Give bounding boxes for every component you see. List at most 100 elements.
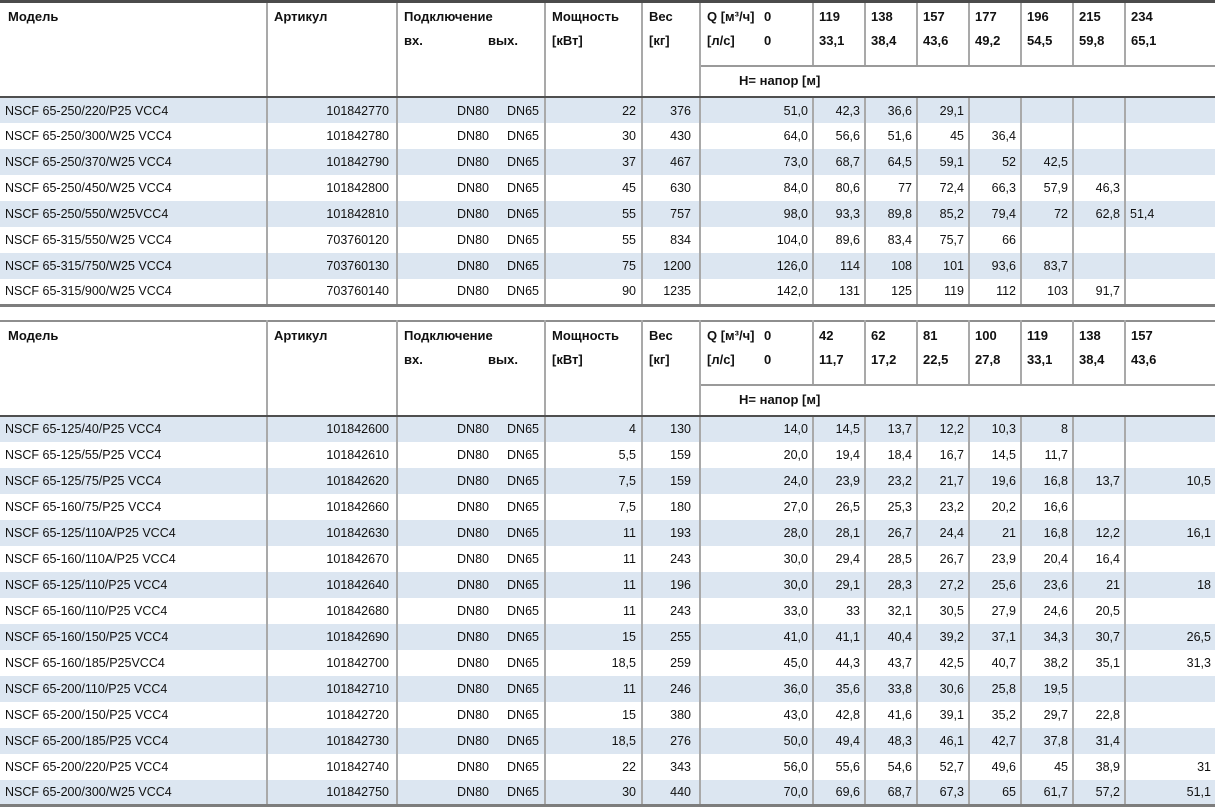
head-value-cell: 51,4 [1125,201,1215,227]
model-cell: NSCF 65-160/75/P25 VCC4 [0,494,267,520]
weight-cell: 630 [642,175,700,201]
head-value-cell: 29,1 [917,97,969,123]
model-cell: NSCF 65-200/300/W25 VCC4 [0,780,267,806]
outlet-value: DN65 [489,552,539,566]
head-value-cell: 27,0 [700,494,813,520]
head-value-cell: 43,7 [865,650,917,676]
head-value-cell: 64,0 [700,123,813,149]
head-value-cell [1125,546,1215,572]
model-cell: NSCF 65-200/150/P25 VCC4 [0,702,267,728]
model-cell: NSCF 65-125/110/P25 VCC4 [0,572,267,598]
head-value-cell: 45 [1021,754,1073,780]
head-value-cell: 57,2 [1073,780,1125,806]
head-value-cell: 93,3 [813,201,865,227]
head-value-cell: 20,0 [700,442,813,468]
inlet-value: DN80 [401,207,489,221]
head-value-cell: 49,6 [969,754,1021,780]
inlet-value: DN80 [401,422,489,436]
power-cell: 75 [545,253,642,279]
inlet-value: DN80 [401,129,489,143]
head-value-cell [1125,149,1215,175]
weight-cell: 467 [642,149,700,175]
outlet-value: DN65 [489,448,539,462]
model-label: Модель [8,327,266,345]
model-cell: NSCF 65-160/150/P25 VCC4 [0,624,267,650]
flow-ls-value: 43,6 [923,32,968,50]
head-value-cell: 55,6 [813,754,865,780]
model-cell: NSCF 65-160/110/P25 VCC4 [0,598,267,624]
head-value-cell: 29,4 [813,546,865,572]
head-value-cell: 49,4 [813,728,865,754]
inlet-label: вх. [404,351,488,369]
outlet-value: DN65 [489,422,539,436]
power-cell: 37 [545,149,642,175]
head-value-cell: 41,6 [865,702,917,728]
head-value-cell: 21 [969,520,1021,546]
head-value-cell [1125,702,1215,728]
flow-ls-value: 49,2 [975,32,1020,50]
head-value-cell: 126,0 [700,253,813,279]
article-cell: 101842640 [267,572,397,598]
power-cell: 7,5 [545,468,642,494]
head-value-cell: 36,0 [700,676,813,702]
inlet-value: DN80 [401,259,489,273]
head-value-cell: 10,5 [1125,468,1215,494]
flow-m3h-value: 157 [923,8,968,26]
head-value-cell: 42,5 [1021,149,1073,175]
flow-m3h-value: 138 [1079,327,1124,345]
connection-sublabels: вх. вых. [404,32,544,50]
head-value-cell [1073,442,1125,468]
head-value-cell: 18 [1125,572,1215,598]
inlet-value: DN80 [401,734,489,748]
q-m3h-label: Q [м³/ч] [707,8,764,26]
head-value-cell: 23,2 [917,494,969,520]
head-value-cell: 23,2 [865,468,917,494]
head-value-cell: 14,5 [969,442,1021,468]
q-ls-label: [л/с] [707,32,764,50]
head-value-cell: 46,1 [917,728,969,754]
column-header-connection: Подключение вх. вых. [397,321,545,416]
head-value-cell: 36,6 [865,97,917,123]
head-value-cell: 11,7 [1021,442,1073,468]
q-m3h-label: Q [м³/ч] [707,327,764,345]
head-value-cell [1125,227,1215,253]
head-row-label: Н= напор [м] [700,385,1215,416]
head-value-cell: 41,0 [700,624,813,650]
head-value-cell: 51,0 [700,97,813,123]
flow-m3h-value: 62 [871,327,916,345]
head-value-cell: 8 [1021,416,1073,442]
power-cell: 4 [545,416,642,442]
column-header-weight: Вес [кг] [642,2,700,98]
head-value-cell: 24,6 [1021,598,1073,624]
power-cell: 18,5 [545,728,642,754]
head-value-cell: 72,4 [917,175,969,201]
inlet-value: DN80 [401,526,489,540]
head-value-cell: 52 [969,149,1021,175]
head-value-cell: 13,7 [1073,468,1125,494]
article-cell: 101842740 [267,754,397,780]
head-value-cell: 42,7 [969,728,1021,754]
head-value-cell [1125,279,1215,305]
head-value-cell: 14,0 [700,416,813,442]
head-value-cell: 19,5 [1021,676,1073,702]
article-cell: 703760120 [267,227,397,253]
connection-sublabels: вх. вых. [404,351,544,369]
head-value-cell: 61,7 [1021,780,1073,806]
head-value-cell: 28,1 [813,520,865,546]
head-value-cell [1073,227,1125,253]
weight-cell: 259 [642,650,700,676]
head-value-cell [1073,123,1125,149]
